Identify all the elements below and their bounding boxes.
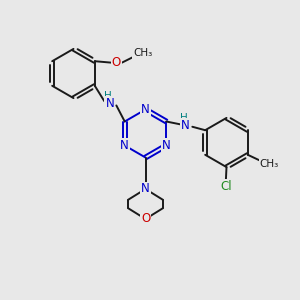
Text: methyl: methyl (138, 53, 143, 54)
Text: N: N (120, 139, 129, 152)
Text: N: N (182, 119, 190, 132)
Text: CH₃: CH₃ (260, 159, 279, 169)
Text: N: N (105, 97, 114, 110)
Text: methyl: methyl (140, 53, 144, 54)
Text: O: O (141, 212, 150, 226)
Text: H: H (180, 113, 188, 123)
Text: CH₃: CH₃ (133, 48, 152, 58)
Text: O: O (112, 56, 121, 69)
Text: H: H (104, 91, 112, 101)
Text: N: N (162, 139, 171, 152)
Text: Cl: Cl (221, 180, 232, 193)
Text: N: N (141, 182, 150, 196)
Text: N: N (141, 103, 150, 116)
